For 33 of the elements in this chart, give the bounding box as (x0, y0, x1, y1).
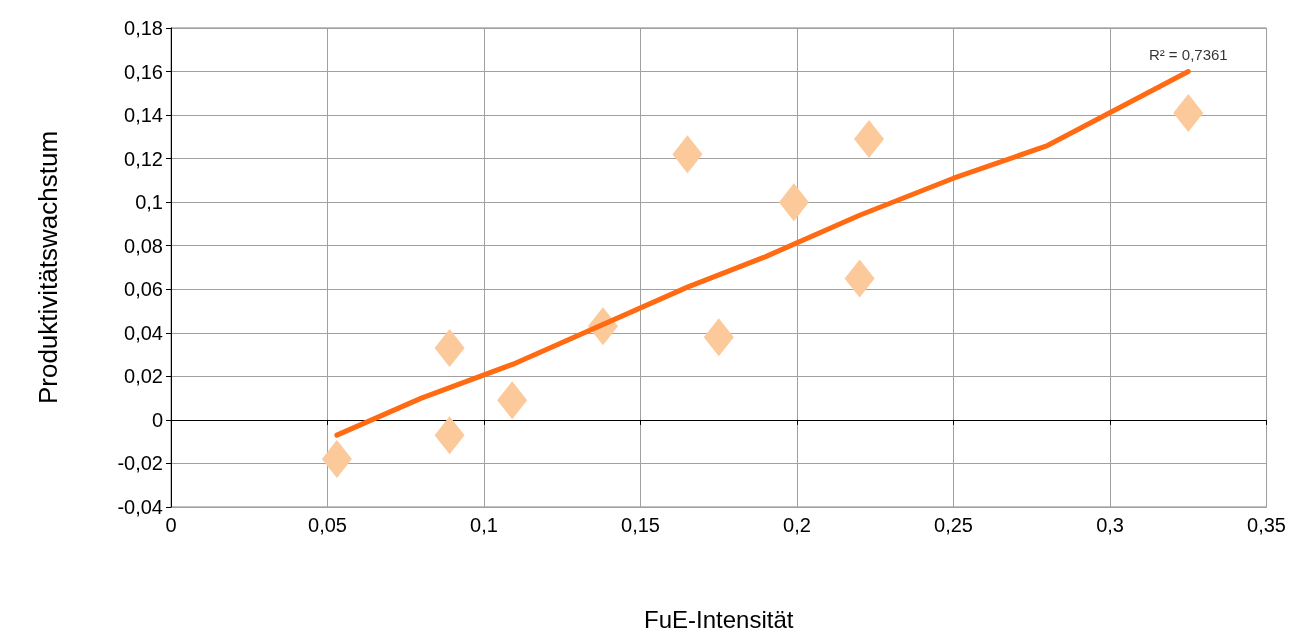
y-tick-label: 0,08 (124, 234, 163, 257)
point (497, 381, 528, 420)
x-tick-label: 0,25 (934, 514, 973, 536)
x-tick-label: 0,15 (621, 514, 660, 536)
point (854, 120, 885, 159)
y-tick-label: 0,06 (124, 278, 163, 301)
point (844, 259, 875, 298)
x-tick-label: 0,35 (1247, 514, 1287, 536)
y-tick-label: 0,14 (124, 104, 163, 127)
y-tick-label: 0,18 (124, 17, 163, 39)
y-tick-label: -0,02 (117, 452, 163, 475)
annotation: R² = 0,7361 (1148, 45, 1228, 63)
x-axis-title: FuE-Intensität (644, 605, 794, 633)
point (778, 183, 809, 222)
x-tick-label: 0,1 (470, 514, 498, 536)
point (703, 318, 734, 357)
point (434, 329, 465, 368)
x-tick-label: 0,05 (308, 514, 347, 536)
point (672, 135, 703, 174)
y-tick-label: -0,04 (117, 496, 163, 518)
point (434, 416, 465, 455)
y-tick-label: 0,1 (135, 191, 163, 214)
x-tick-label: 0 (165, 514, 177, 536)
y-tick-label: 0,16 (124, 60, 163, 83)
y-tick-label: 0,02 (124, 365, 163, 388)
x-tick-label: 0,2 (783, 514, 811, 536)
point (321, 440, 352, 479)
x-tick-label: 0,3 (1096, 514, 1124, 536)
y-tick-label: 0 (151, 408, 163, 431)
y-tick-label: 0,12 (124, 147, 163, 170)
y-axis-title: Produktivitätswachstum (33, 130, 63, 405)
point (1173, 93, 1204, 132)
y-tick-label: 0,04 (124, 321, 163, 344)
